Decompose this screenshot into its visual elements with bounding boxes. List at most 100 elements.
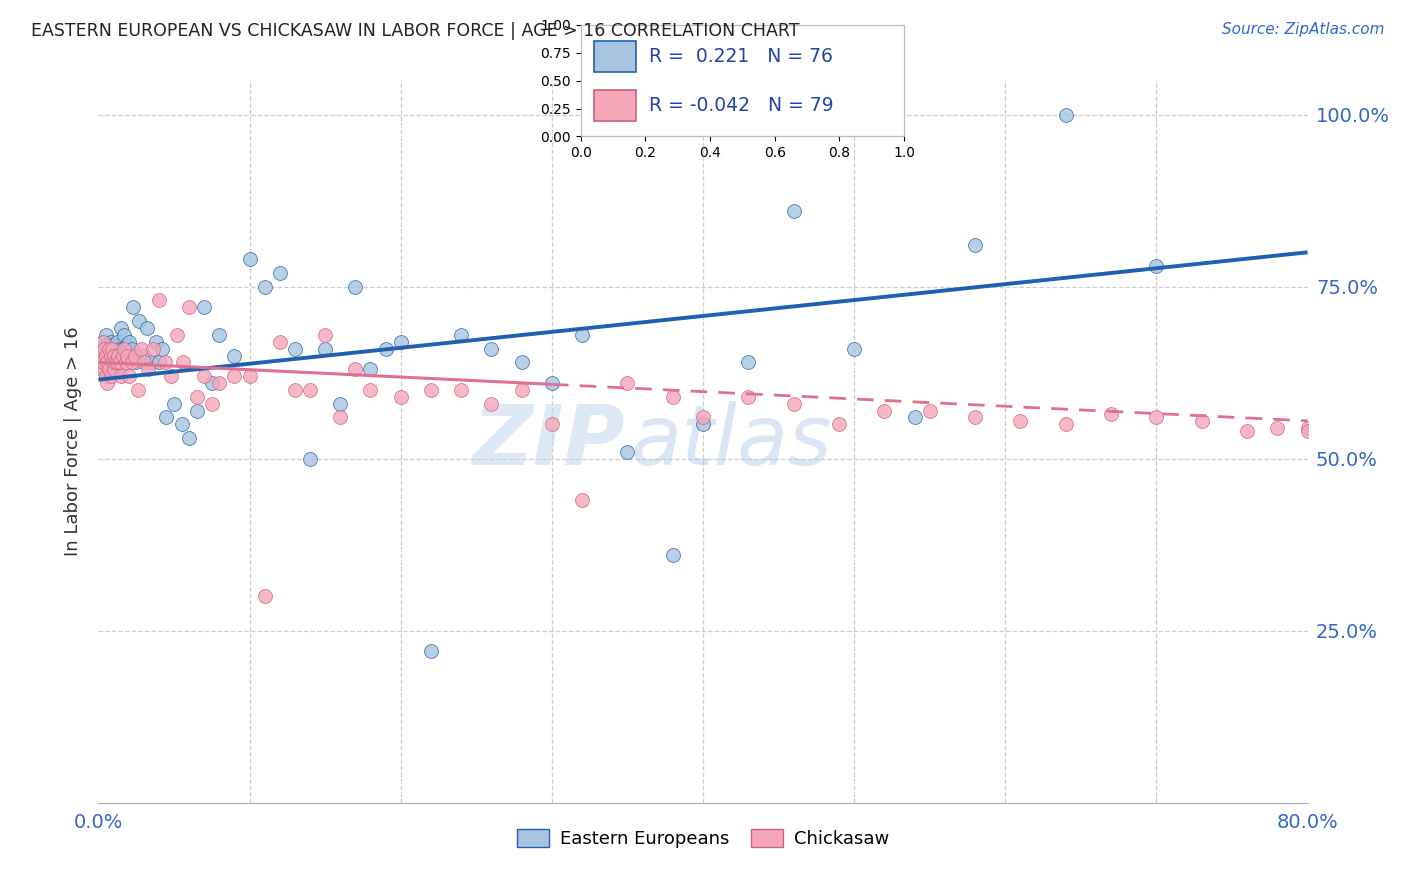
Point (1054, 108, 1077, 122)
Point (299, 383, 322, 397)
Point (160, 369, 183, 384)
Point (94, 349, 117, 363)
Point (344, 362, 367, 376)
Point (201, 397, 224, 411)
Point (239, 369, 262, 384)
Point (127, 383, 149, 397)
Point (737, 390, 759, 404)
Point (661, 390, 683, 404)
Point (98, 359, 121, 373)
Point (118, 369, 141, 384)
Point (224, 369, 246, 384)
Point (1296, 421, 1319, 435)
Point (481, 342, 503, 356)
Point (1144, 259, 1167, 273)
Point (111, 342, 134, 356)
Point (616, 376, 638, 390)
Point (873, 403, 896, 417)
Point (1267, 421, 1289, 435)
FancyBboxPatch shape (593, 89, 636, 120)
Point (299, 451, 322, 466)
Point (136, 362, 159, 376)
Point (103, 342, 125, 356)
Point (1191, 414, 1213, 428)
Point (540, 376, 562, 390)
Point (329, 397, 352, 411)
Point (1236, 424, 1258, 438)
Point (118, 334, 141, 349)
Point (153, 355, 176, 369)
Point (122, 301, 145, 315)
Point (90, 342, 112, 356)
Point (692, 410, 714, 425)
Point (93, 362, 115, 376)
Point (1099, 407, 1122, 421)
Point (132, 355, 155, 369)
Point (124, 349, 146, 363)
Point (112, 327, 135, 342)
Point (1296, 424, 1319, 438)
Point (94, 369, 117, 384)
Point (93, 342, 115, 356)
Text: ZIP: ZIP (472, 401, 624, 482)
Point (114, 349, 136, 363)
FancyBboxPatch shape (593, 40, 636, 72)
Point (510, 355, 533, 369)
Point (129, 342, 152, 356)
Point (98, 342, 121, 356)
Point (360, 362, 382, 376)
Point (170, 417, 193, 432)
Point (374, 342, 396, 356)
Point (148, 293, 170, 308)
Point (112, 342, 135, 356)
Point (105, 334, 128, 349)
Point (91, 349, 114, 363)
Point (142, 342, 165, 356)
Point (179, 301, 201, 315)
Point (114, 355, 136, 369)
Point (141, 355, 163, 369)
Point (179, 431, 201, 445)
Point (121, 355, 143, 369)
Point (100, 369, 122, 384)
Point (110, 321, 132, 335)
Point (284, 383, 307, 397)
Point (108, 355, 131, 369)
Point (101, 355, 124, 369)
Point (100, 334, 122, 349)
Point (783, 397, 806, 411)
Point (105, 355, 128, 369)
Point (1144, 410, 1167, 425)
Point (148, 355, 170, 369)
Point (1054, 417, 1077, 432)
Point (571, 327, 593, 342)
Point (91, 334, 114, 349)
Point (94, 327, 117, 342)
Point (692, 417, 714, 432)
Point (163, 397, 186, 411)
Point (510, 383, 533, 397)
Point (420, 644, 443, 658)
Point (186, 403, 208, 417)
Point (314, 327, 336, 342)
Point (98, 342, 121, 356)
Point (661, 548, 683, 562)
Point (360, 383, 382, 397)
Point (844, 342, 866, 356)
Point (1010, 414, 1032, 428)
Point (100, 349, 122, 363)
Point (128, 314, 150, 328)
Point (253, 590, 276, 604)
Point (101, 351, 124, 366)
Point (193, 301, 215, 315)
Point (101, 338, 124, 352)
Point (115, 349, 138, 363)
Text: EASTERN EUROPEAN VS CHICKASAW IN LABOR FORCE | AGE > 16 CORRELATION CHART: EASTERN EUROPEAN VS CHICKASAW IN LABOR F… (31, 22, 800, 40)
Point (90, 355, 112, 369)
Text: R =  0.221   N = 76: R = 0.221 N = 76 (648, 46, 832, 66)
Point (135, 321, 157, 335)
Point (172, 355, 194, 369)
Point (94, 355, 117, 369)
Point (90, 349, 112, 363)
Legend: Eastern Europeans, Chickasaw: Eastern Europeans, Chickasaw (509, 822, 897, 855)
